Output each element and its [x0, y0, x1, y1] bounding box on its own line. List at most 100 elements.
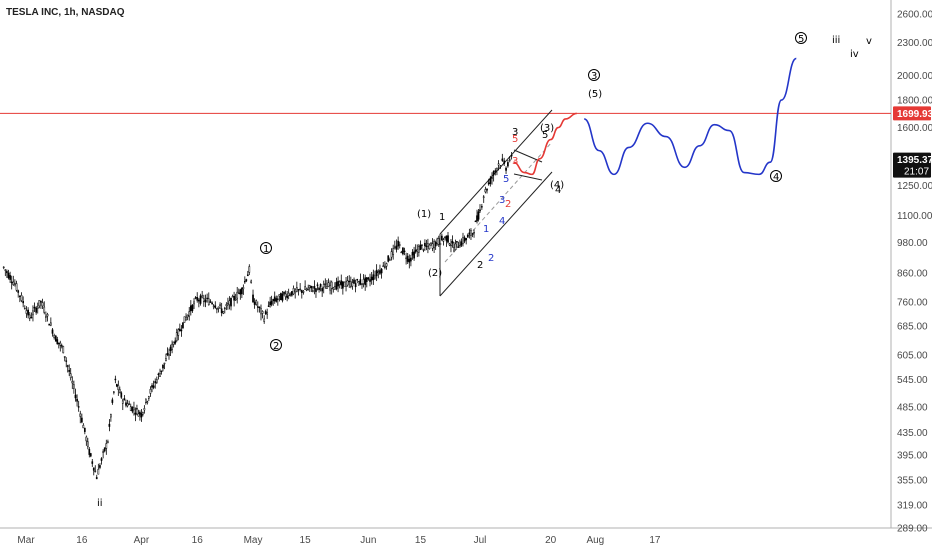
- candle-body: [120, 392, 123, 398]
- wave-labels: 1 2 3 4 5 (1) (2) (3) (4) (5) ii iii iv …: [97, 32, 872, 509]
- candle-body: [69, 373, 72, 379]
- candle-body: [143, 408, 146, 411]
- candle-body: [343, 281, 346, 287]
- candle-body: [245, 279, 248, 282]
- candle-body: [246, 274, 249, 277]
- candle-body: [430, 242, 432, 245]
- candle-body: [136, 408, 138, 410]
- y-tick-label: 319.00: [897, 500, 928, 511]
- resistance-price-label: 1699.93: [897, 109, 932, 120]
- y-tick-label: 1250.00: [897, 181, 932, 192]
- candle-body: [23, 307, 26, 310]
- candle-body: [400, 251, 403, 254]
- candle-body: [32, 310, 34, 316]
- candle-body: [312, 290, 314, 292]
- candle-body: [196, 297, 199, 301]
- candle-body: [183, 316, 186, 323]
- y-tick-label: 2600.00: [897, 10, 932, 21]
- candle-body: [63, 356, 66, 358]
- candle-body: [51, 329, 54, 334]
- candle-body: [53, 334, 56, 338]
- candle-body: [305, 288, 308, 291]
- candle-body: [389, 259, 391, 261]
- candle-body: [227, 303, 229, 306]
- candle-body: [392, 248, 395, 255]
- candle-body: [308, 285, 311, 289]
- candle-body: [92, 467, 95, 471]
- candle-body: [231, 296, 234, 298]
- candle-body: [142, 412, 144, 415]
- candle-body: [41, 302, 44, 307]
- trend-channel: [439, 109, 553, 297]
- candle-body: [359, 279, 362, 285]
- y-axis-ticks: 2600.00 2300.00 2000.00 1800.00 1600.00 1250.…: [897, 10, 932, 535]
- candle-body: [220, 308, 223, 313]
- candle-body: [462, 237, 464, 244]
- candle-body: [481, 206, 483, 208]
- candle-body: [100, 458, 103, 461]
- y-tick-label: 545.00: [897, 375, 928, 386]
- candle-body: [321, 288, 324, 292]
- candle-body: [390, 251, 393, 258]
- candle-body: [287, 292, 290, 296]
- candle-body: [327, 282, 330, 287]
- candle-body: [286, 295, 288, 299]
- candle-body: [182, 322, 184, 329]
- candle-body: [147, 396, 150, 399]
- candle-body: [178, 328, 181, 332]
- candle-body: [94, 470, 97, 473]
- candle-body: [422, 249, 425, 251]
- last-price-label: 1395.37: [897, 155, 932, 166]
- candle-body: [510, 155, 513, 157]
- candle-body: [365, 277, 368, 282]
- candle-body: [151, 385, 153, 388]
- candle-body: [157, 373, 160, 375]
- y-tick-label: 1600.00: [897, 123, 932, 134]
- candle-body: [273, 296, 276, 302]
- candle-body: [236, 291, 239, 299]
- last-price-badge: [893, 152, 931, 178]
- candle-body: [145, 398, 147, 403]
- candle-body: [77, 406, 80, 408]
- y-tick-label: 605.00: [897, 351, 928, 362]
- candle-body: [353, 279, 355, 284]
- candle-body: [428, 244, 431, 250]
- candle-body: [345, 281, 347, 287]
- candle-body: [453, 247, 455, 252]
- candle-body: [370, 276, 373, 281]
- x-tick-label: 16: [76, 535, 88, 546]
- projection-blue-path: [583, 57, 797, 176]
- candle-body: [295, 287, 298, 292]
- candle-body: [56, 339, 59, 345]
- candle-body: [242, 287, 245, 290]
- candle-body: [307, 287, 310, 290]
- candle-body: [364, 277, 367, 286]
- candle-body: [337, 280, 339, 287]
- candle-body: [393, 246, 396, 249]
- candle-body: [278, 294, 281, 297]
- candle-body: [43, 306, 46, 313]
- candle-body: [385, 263, 388, 267]
- candle-body: [248, 266, 251, 273]
- candle-body: [382, 265, 385, 267]
- candle-body: [126, 403, 129, 407]
- candle-body: [134, 412, 137, 415]
- candle-body: [149, 389, 152, 394]
- wave-label-circ4: 4: [773, 172, 779, 183]
- candle-body: [25, 310, 28, 314]
- candle-body: [225, 304, 228, 306]
- candle-body: [76, 398, 78, 402]
- x-axis-ticks: Mar 16 Apr 16 May 15 Jun 15 Jul 20 Aug 17: [17, 535, 660, 546]
- wave-label-b2: 2: [477, 260, 483, 271]
- candle-body: [329, 285, 331, 291]
- candle-body: [326, 286, 328, 289]
- candle-body: [117, 385, 120, 391]
- candle-body: [377, 271, 380, 273]
- wave-label-p1: (1): [417, 209, 431, 220]
- x-tick-label: 20: [545, 535, 557, 546]
- candle-body: [450, 244, 452, 247]
- candle-body: [139, 411, 141, 415]
- y-tick-label: 395.00: [897, 450, 928, 461]
- candle-body: [163, 362, 166, 365]
- candle-body: [191, 304, 194, 311]
